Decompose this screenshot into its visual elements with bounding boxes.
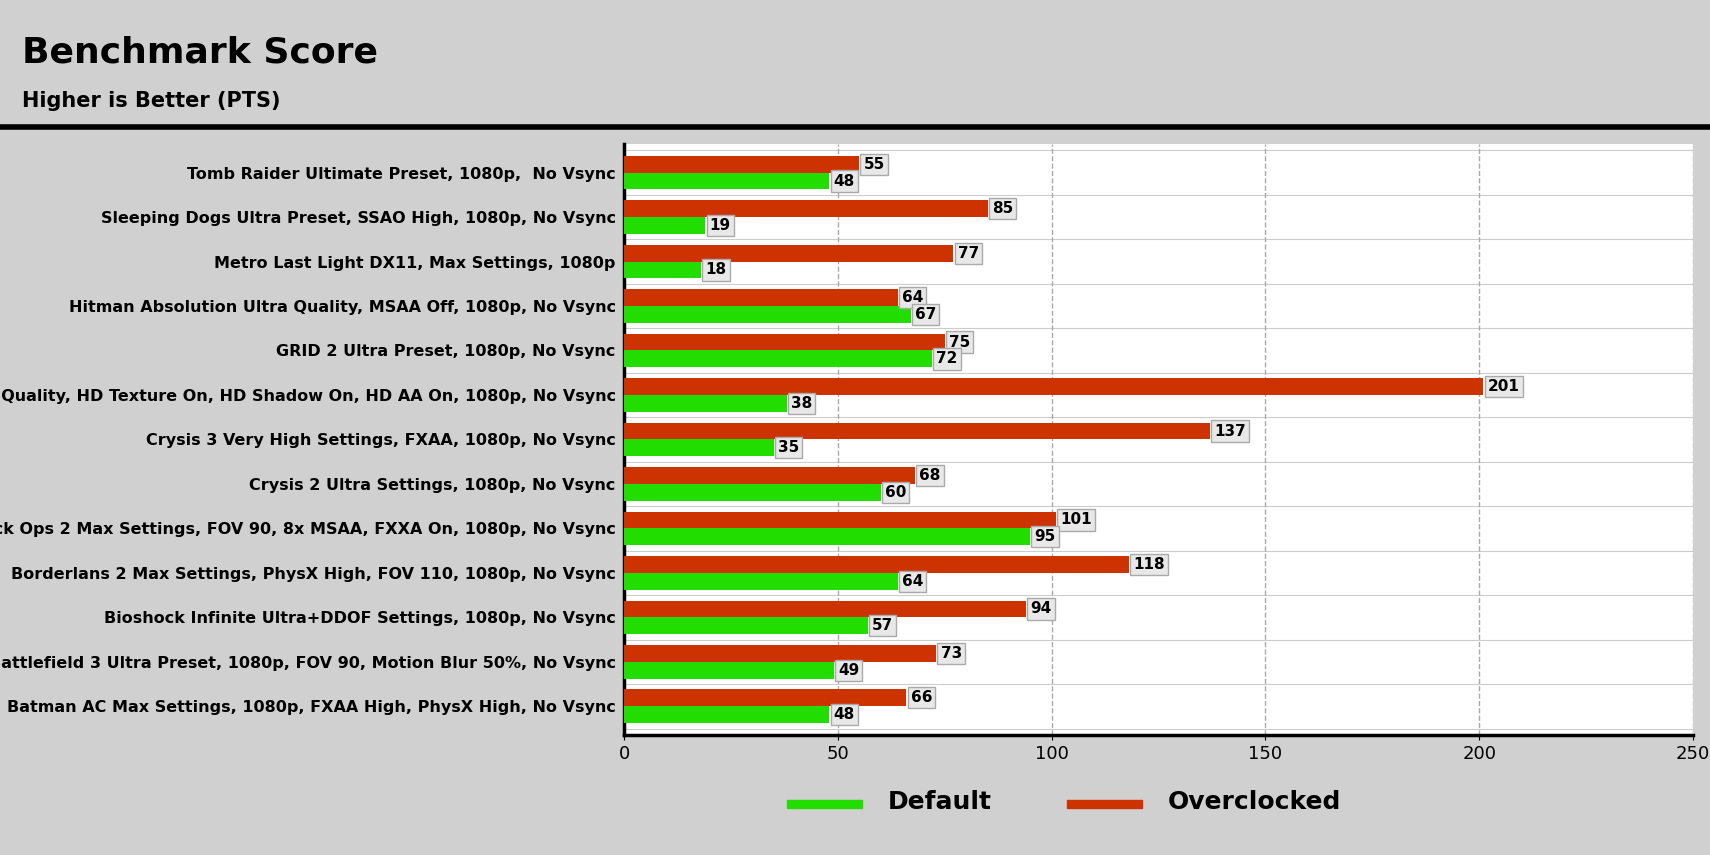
Bar: [624, 600, 1026, 617]
Bar: [624, 333, 944, 351]
Text: 85: 85: [992, 201, 1012, 216]
Text: 57: 57: [872, 618, 893, 634]
Text: Default: Default: [887, 790, 992, 814]
Bar: [624, 511, 1057, 528]
Bar: [787, 799, 862, 808]
Bar: [624, 556, 1129, 573]
Text: 95: 95: [1035, 529, 1055, 545]
Bar: [624, 245, 954, 262]
Text: 55: 55: [864, 156, 884, 172]
Bar: [624, 378, 1483, 395]
Text: 19: 19: [710, 218, 730, 233]
Bar: [624, 217, 705, 234]
Bar: [624, 422, 1211, 439]
Text: 77: 77: [958, 245, 978, 261]
Bar: [624, 484, 881, 501]
Bar: [624, 617, 869, 634]
Bar: [624, 689, 906, 706]
Bar: [624, 528, 1029, 545]
Bar: [624, 645, 937, 662]
Bar: [624, 662, 834, 679]
Text: 60: 60: [886, 485, 906, 500]
Bar: [624, 156, 858, 173]
Text: 72: 72: [937, 351, 958, 367]
Text: 68: 68: [920, 468, 940, 483]
Text: 38: 38: [790, 396, 812, 411]
Bar: [624, 467, 915, 484]
Bar: [624, 439, 773, 457]
Text: 35: 35: [778, 440, 799, 456]
Text: 64: 64: [903, 290, 923, 305]
Text: 48: 48: [834, 174, 855, 188]
Bar: [624, 306, 910, 323]
Text: 137: 137: [1214, 423, 1247, 439]
Bar: [624, 573, 898, 590]
Text: 75: 75: [949, 334, 970, 350]
Bar: [624, 262, 701, 279]
Text: 67: 67: [915, 307, 937, 322]
Text: 66: 66: [910, 691, 932, 705]
Text: 64: 64: [903, 574, 923, 589]
Text: 18: 18: [705, 262, 727, 278]
Bar: [624, 706, 829, 723]
Text: 201: 201: [1488, 379, 1520, 394]
Bar: [624, 173, 829, 190]
Bar: [624, 289, 898, 306]
Text: 94: 94: [1029, 601, 1052, 616]
Bar: [624, 395, 787, 412]
Bar: [624, 200, 988, 217]
Text: 73: 73: [941, 646, 961, 661]
Text: Benchmark Score: Benchmark Score: [22, 35, 378, 69]
Bar: [1067, 799, 1142, 808]
Text: Higher is Better (PTS): Higher is Better (PTS): [22, 91, 280, 111]
Text: 49: 49: [838, 663, 858, 678]
Text: 101: 101: [1060, 512, 1091, 528]
Bar: [624, 351, 932, 368]
Text: 48: 48: [834, 707, 855, 722]
Text: 118: 118: [1132, 557, 1165, 572]
Text: Overclocked: Overclocked: [1168, 790, 1341, 814]
